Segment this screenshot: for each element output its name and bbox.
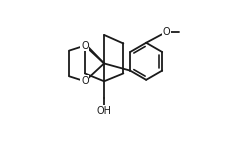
Text: O: O xyxy=(81,41,89,51)
Text: O: O xyxy=(81,76,89,86)
Text: OH: OH xyxy=(97,106,112,116)
Text: O: O xyxy=(162,27,170,37)
